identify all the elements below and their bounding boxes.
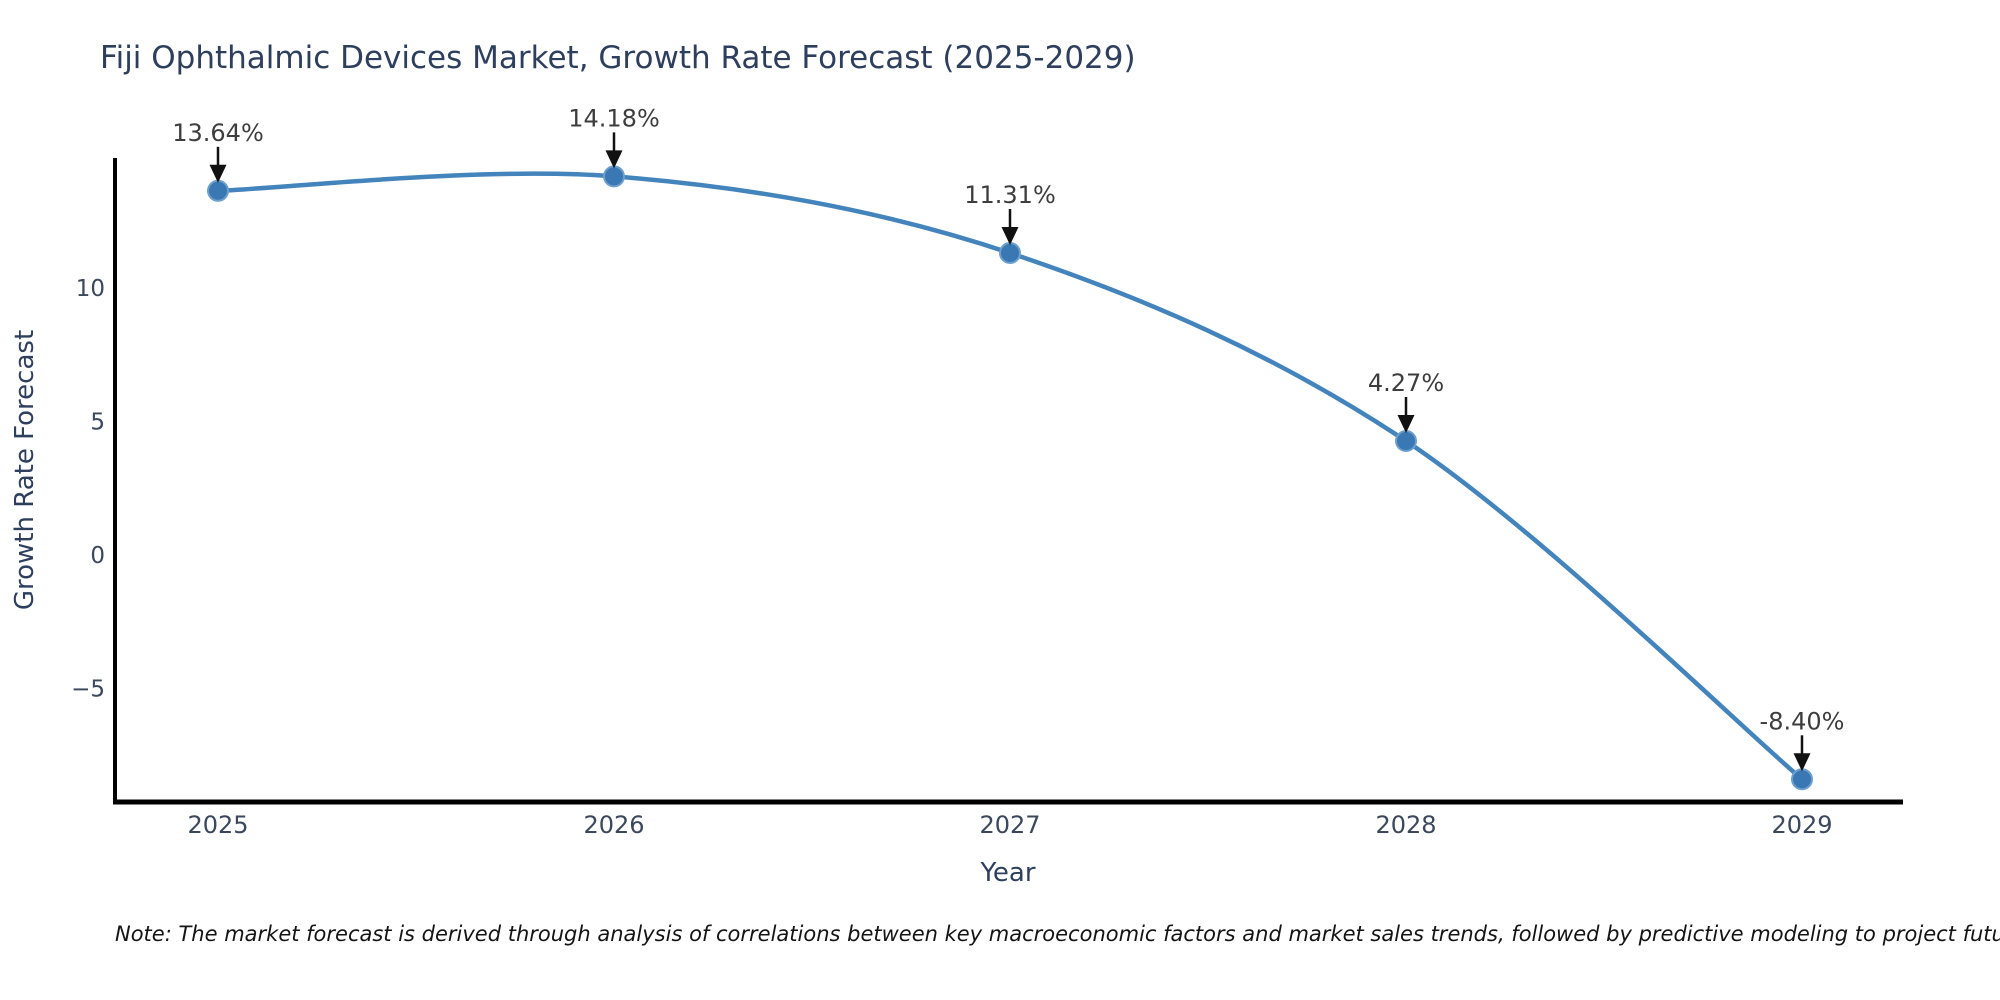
annotation-arrow-head [1793, 753, 1811, 772]
x-tick-label: 2029 [1771, 811, 1832, 839]
chart-title: Fiji Ophthalmic Devices Market, Growth R… [100, 40, 1136, 76]
x-tick-label: 2028 [1375, 811, 1436, 839]
data-point-marker [999, 242, 1021, 265]
x-tick-label: 2025 [187, 811, 248, 839]
data-point-marker [1395, 429, 1417, 452]
x-axis-title: Year [980, 858, 1036, 888]
annotation-arrow-head [209, 164, 227, 183]
point-label: 14.18% [568, 104, 660, 132]
x-tick-label: 2026 [583, 811, 644, 839]
point-label: 11.31% [964, 181, 1056, 209]
y-tick-label: 5 [90, 410, 105, 436]
annotation-arrow-head [1001, 227, 1019, 246]
trend-line [217, 171, 1804, 781]
point-label: -8.40% [1760, 707, 1845, 735]
y-tick-label: −5 [71, 677, 105, 703]
x-tick-label: 2027 [979, 811, 1040, 839]
point-label: 13.64% [172, 119, 264, 147]
annotation-arrow-head [1397, 414, 1415, 433]
data-point-marker [207, 179, 229, 202]
data-point-marker [1791, 768, 1813, 791]
data-point-marker [603, 165, 625, 188]
point-label: 4.27% [1368, 369, 1444, 397]
footnote: Note: The market forecast is derived thr… [115, 922, 2000, 946]
y-tick-label: 0 [90, 543, 105, 569]
annotation-arrow-head [605, 150, 623, 169]
y-tick-label: 10 [76, 276, 105, 302]
